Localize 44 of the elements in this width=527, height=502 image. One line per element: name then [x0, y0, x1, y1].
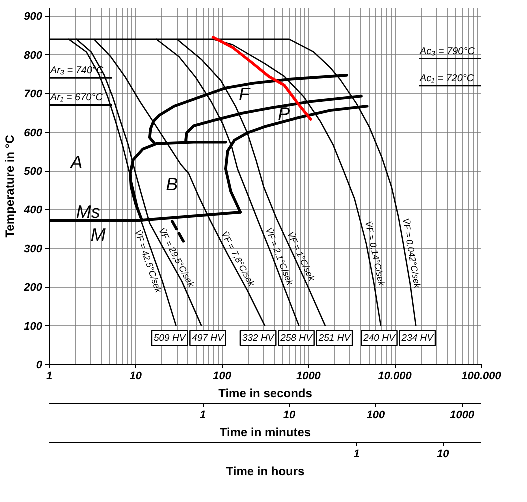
annotation: P — [278, 104, 290, 124]
ref-line-label: Ac₁ = 720°C — [419, 73, 475, 84]
text: 100 — [366, 410, 386, 422]
y-tick-label: 900 — [24, 11, 44, 24]
text: 1 — [354, 448, 360, 460]
annotation: 251 HV — [318, 332, 352, 344]
annotation: B — [166, 174, 178, 195]
y-axis-title: Temperature in °C — [3, 134, 18, 238]
y-tick-label: 400 — [23, 204, 44, 217]
ref-line-label: Ar₁ = 670°C — [50, 92, 104, 104]
y-tick-label: 700 — [24, 88, 44, 101]
y-tick-label: 0 — [36, 360, 44, 372]
text: 1000 — [450, 410, 476, 422]
y-tick-label: 100 — [24, 320, 44, 333]
annotation: 509 HV — [154, 332, 188, 344]
y-tick-label: 200 — [23, 282, 44, 294]
x-tick-label: 10.000 — [378, 370, 413, 382]
x-tick-label: 10 — [130, 370, 143, 382]
annotation: 240 HV — [362, 332, 397, 344]
x-tick-label: 100 — [213, 370, 232, 382]
annotation: F — [239, 84, 252, 104]
annotation: M — [90, 224, 106, 245]
y-tick-label: 600 — [24, 127, 44, 140]
x-tick-label: 1000 — [296, 370, 322, 382]
x-tick-label: 1 — [46, 370, 53, 382]
text: Time in minutes — [220, 426, 312, 440]
x-tick-label: 100.000 — [462, 370, 502, 382]
text: 1 — [200, 410, 206, 422]
text: V̄F = 0,042°C/sek — [400, 218, 423, 290]
text: 10 — [437, 448, 450, 460]
y-tick-label: 500 — [24, 166, 44, 178]
ref-line-label: Ac₃ = 790°C — [419, 46, 476, 58]
annotation: Ms — [76, 202, 100, 222]
annotation: 497 HV — [192, 332, 226, 344]
text: V̄F = 0,14°C/sek — [363, 220, 388, 288]
text: Time in hours — [226, 464, 306, 478]
annotation: A — [70, 152, 83, 172]
annotation: 258 HV — [280, 332, 314, 344]
x-axis-title: Time in seconds — [218, 386, 313, 400]
text: 10 — [283, 410, 297, 422]
y-tick-label: 300 — [24, 243, 44, 256]
annotation: 332 HV — [242, 332, 276, 344]
y-tick-label: 800 — [24, 50, 44, 62]
annotation: 234 HV — [400, 332, 436, 344]
